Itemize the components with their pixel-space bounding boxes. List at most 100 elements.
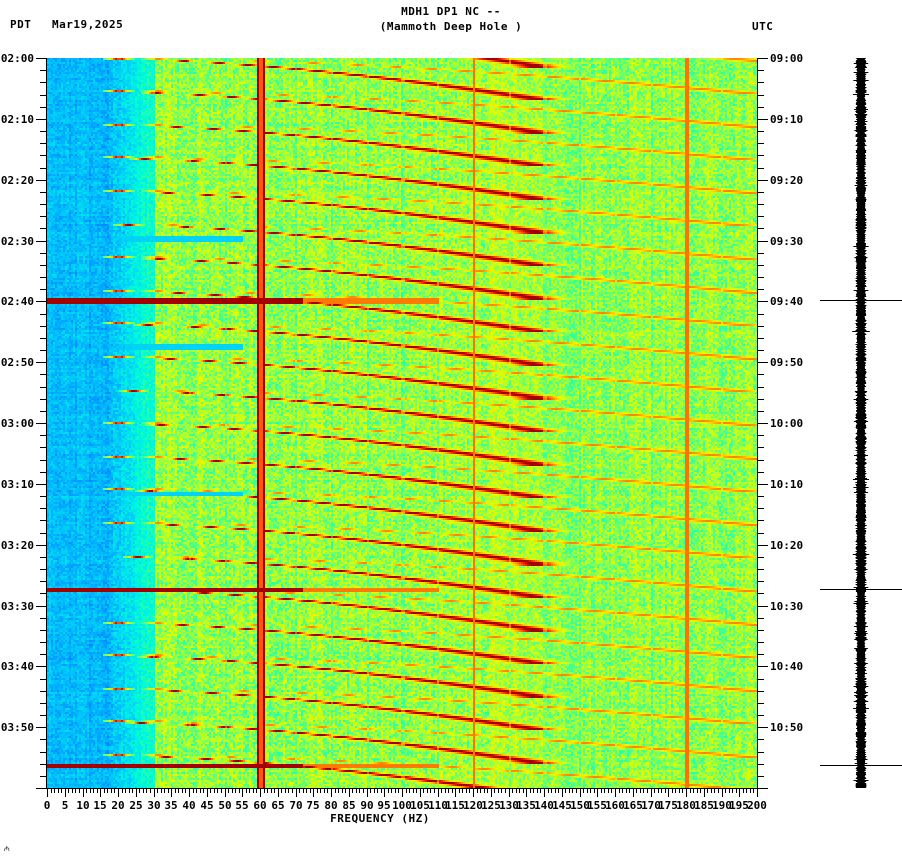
- x-axis-minor-tick: [281, 789, 282, 793]
- y-axis-tick-right: [758, 362, 768, 363]
- header-date: Mar19,2025: [52, 18, 124, 31]
- amplitude-trace-tick: [820, 765, 902, 766]
- x-axis-minor-tick: [661, 789, 662, 793]
- y-axis-tick-right: [758, 192, 764, 193]
- x-axis-minor-tick: [434, 789, 435, 793]
- y-axis-label-right: 10:20: [770, 539, 804, 552]
- x-axis-minor-tick: [391, 789, 392, 793]
- x-axis-minor-tick: [498, 789, 499, 793]
- x-axis-minor-tick: [139, 789, 140, 793]
- x-axis-tick: [757, 789, 758, 797]
- x-axis-minor-tick: [430, 789, 431, 793]
- y-axis-tick-right: [758, 739, 764, 740]
- y-axis-tick-right: [758, 533, 764, 534]
- y-axis-tick-right: [758, 788, 768, 789]
- x-axis-minor-tick: [551, 789, 552, 793]
- x-axis-minor-tick: [303, 789, 304, 793]
- y-axis-tick-right: [758, 374, 764, 375]
- x-axis-minor-tick: [288, 789, 289, 793]
- x-axis-minor-tick: [203, 789, 204, 793]
- x-axis-minor-tick: [175, 789, 176, 793]
- y-axis-tick-left: [40, 435, 46, 436]
- y-axis-tick-left: [40, 508, 46, 509]
- x-axis-minor-tick: [409, 789, 410, 793]
- x-axis-minor-tick: [338, 789, 339, 793]
- x-axis-minor-tick: [72, 789, 73, 793]
- x-axis-minor-tick: [185, 789, 186, 793]
- y-axis-tick-left: [40, 289, 46, 290]
- x-axis-tick: [260, 789, 261, 797]
- x-axis-minor-tick: [480, 789, 481, 793]
- y-axis-label-right: 10:50: [770, 721, 804, 734]
- y-axis-tick-left: [40, 143, 46, 144]
- amplitude-trace-tick: [820, 589, 902, 590]
- y-axis-tick-left: [36, 788, 46, 789]
- y-axis-tick-left: [40, 192, 46, 193]
- y-axis-tick-left: [40, 557, 46, 558]
- x-axis-minor-tick: [232, 789, 233, 793]
- y-axis-tick-left: [40, 569, 46, 570]
- header-timezone-right: UTC: [752, 20, 774, 33]
- x-axis-label: 195: [729, 799, 749, 812]
- y-axis-tick-right: [758, 569, 764, 570]
- y-axis-tick-right: [758, 557, 764, 558]
- y-axis-label-left: 03:30: [0, 600, 34, 613]
- x-axis-minor-tick: [413, 789, 414, 793]
- x-axis-minor-tick: [398, 789, 399, 793]
- x-axis-label: 25: [129, 799, 143, 812]
- x-axis-minor-tick: [690, 789, 691, 793]
- x-axis-tick: [171, 789, 172, 797]
- x-axis-minor-tick: [146, 789, 147, 793]
- x-axis-minor-tick: [168, 789, 169, 793]
- x-axis-minor-tick: [679, 789, 680, 793]
- x-axis-label: 80: [324, 799, 338, 812]
- x-axis-minor-tick: [750, 789, 751, 793]
- x-axis-tick: [154, 789, 155, 797]
- x-axis-minor-tick: [228, 789, 229, 793]
- x-axis-tick: [402, 789, 403, 797]
- x-axis-minor-tick: [345, 789, 346, 793]
- y-axis-tick-left: [40, 95, 46, 96]
- x-axis-minor-tick: [558, 789, 559, 793]
- x-axis-minor-tick: [97, 789, 98, 793]
- x-axis-tick: [651, 789, 652, 797]
- y-axis-tick-right: [758, 618, 764, 619]
- x-axis-minor-tick: [622, 789, 623, 793]
- y-axis-tick-right: [758, 411, 764, 412]
- x-axis-label: 65: [271, 799, 285, 812]
- x-axis-minor-tick: [448, 789, 449, 793]
- x-axis-minor-tick: [714, 789, 715, 793]
- x-axis-label: 0: [43, 799, 51, 812]
- x-axis-label: 15: [93, 799, 107, 812]
- y-axis-tick-left: [40, 715, 46, 716]
- y-axis-tick-left: [40, 411, 46, 412]
- x-axis-tick: [526, 789, 527, 797]
- y-axis-label-right: 09:30: [770, 235, 804, 248]
- x-axis-label: 125: [481, 799, 501, 812]
- x-axis-minor-tick: [93, 789, 94, 793]
- header-station-subtitle: (Mammoth Deep Hole ): [379, 20, 523, 33]
- y-axis-tick-right: [758, 289, 764, 290]
- x-axis-minor-tick: [672, 789, 673, 793]
- x-axis-minor-tick: [90, 789, 91, 793]
- y-axis-tick-left: [40, 277, 46, 278]
- y-axis-tick-left: [40, 679, 46, 680]
- spectrogram-plot[interactable]: [47, 58, 757, 788]
- spectrogram-canvas[interactable]: [47, 58, 757, 788]
- y-axis-label-right: 09:50: [770, 356, 804, 369]
- x-axis-minor-tick: [746, 789, 747, 793]
- x-axis-minor-tick: [359, 789, 360, 793]
- y-axis-tick-left: [36, 180, 46, 181]
- y-axis-tick-right: [758, 338, 764, 339]
- y-axis-tick-right: [758, 326, 764, 327]
- x-axis-tick: [668, 789, 669, 797]
- y-axis-tick-right: [758, 630, 764, 631]
- y-axis-tick-right: [758, 752, 764, 753]
- x-axis-minor-tick: [122, 789, 123, 793]
- x-axis-minor-tick: [129, 789, 130, 793]
- x-axis-label: 190: [712, 799, 732, 812]
- y-axis-tick-left: [40, 265, 46, 266]
- y-axis-tick-right: [758, 691, 764, 692]
- y-axis-tick-left: [40, 618, 46, 619]
- x-axis-minor-tick: [292, 789, 293, 793]
